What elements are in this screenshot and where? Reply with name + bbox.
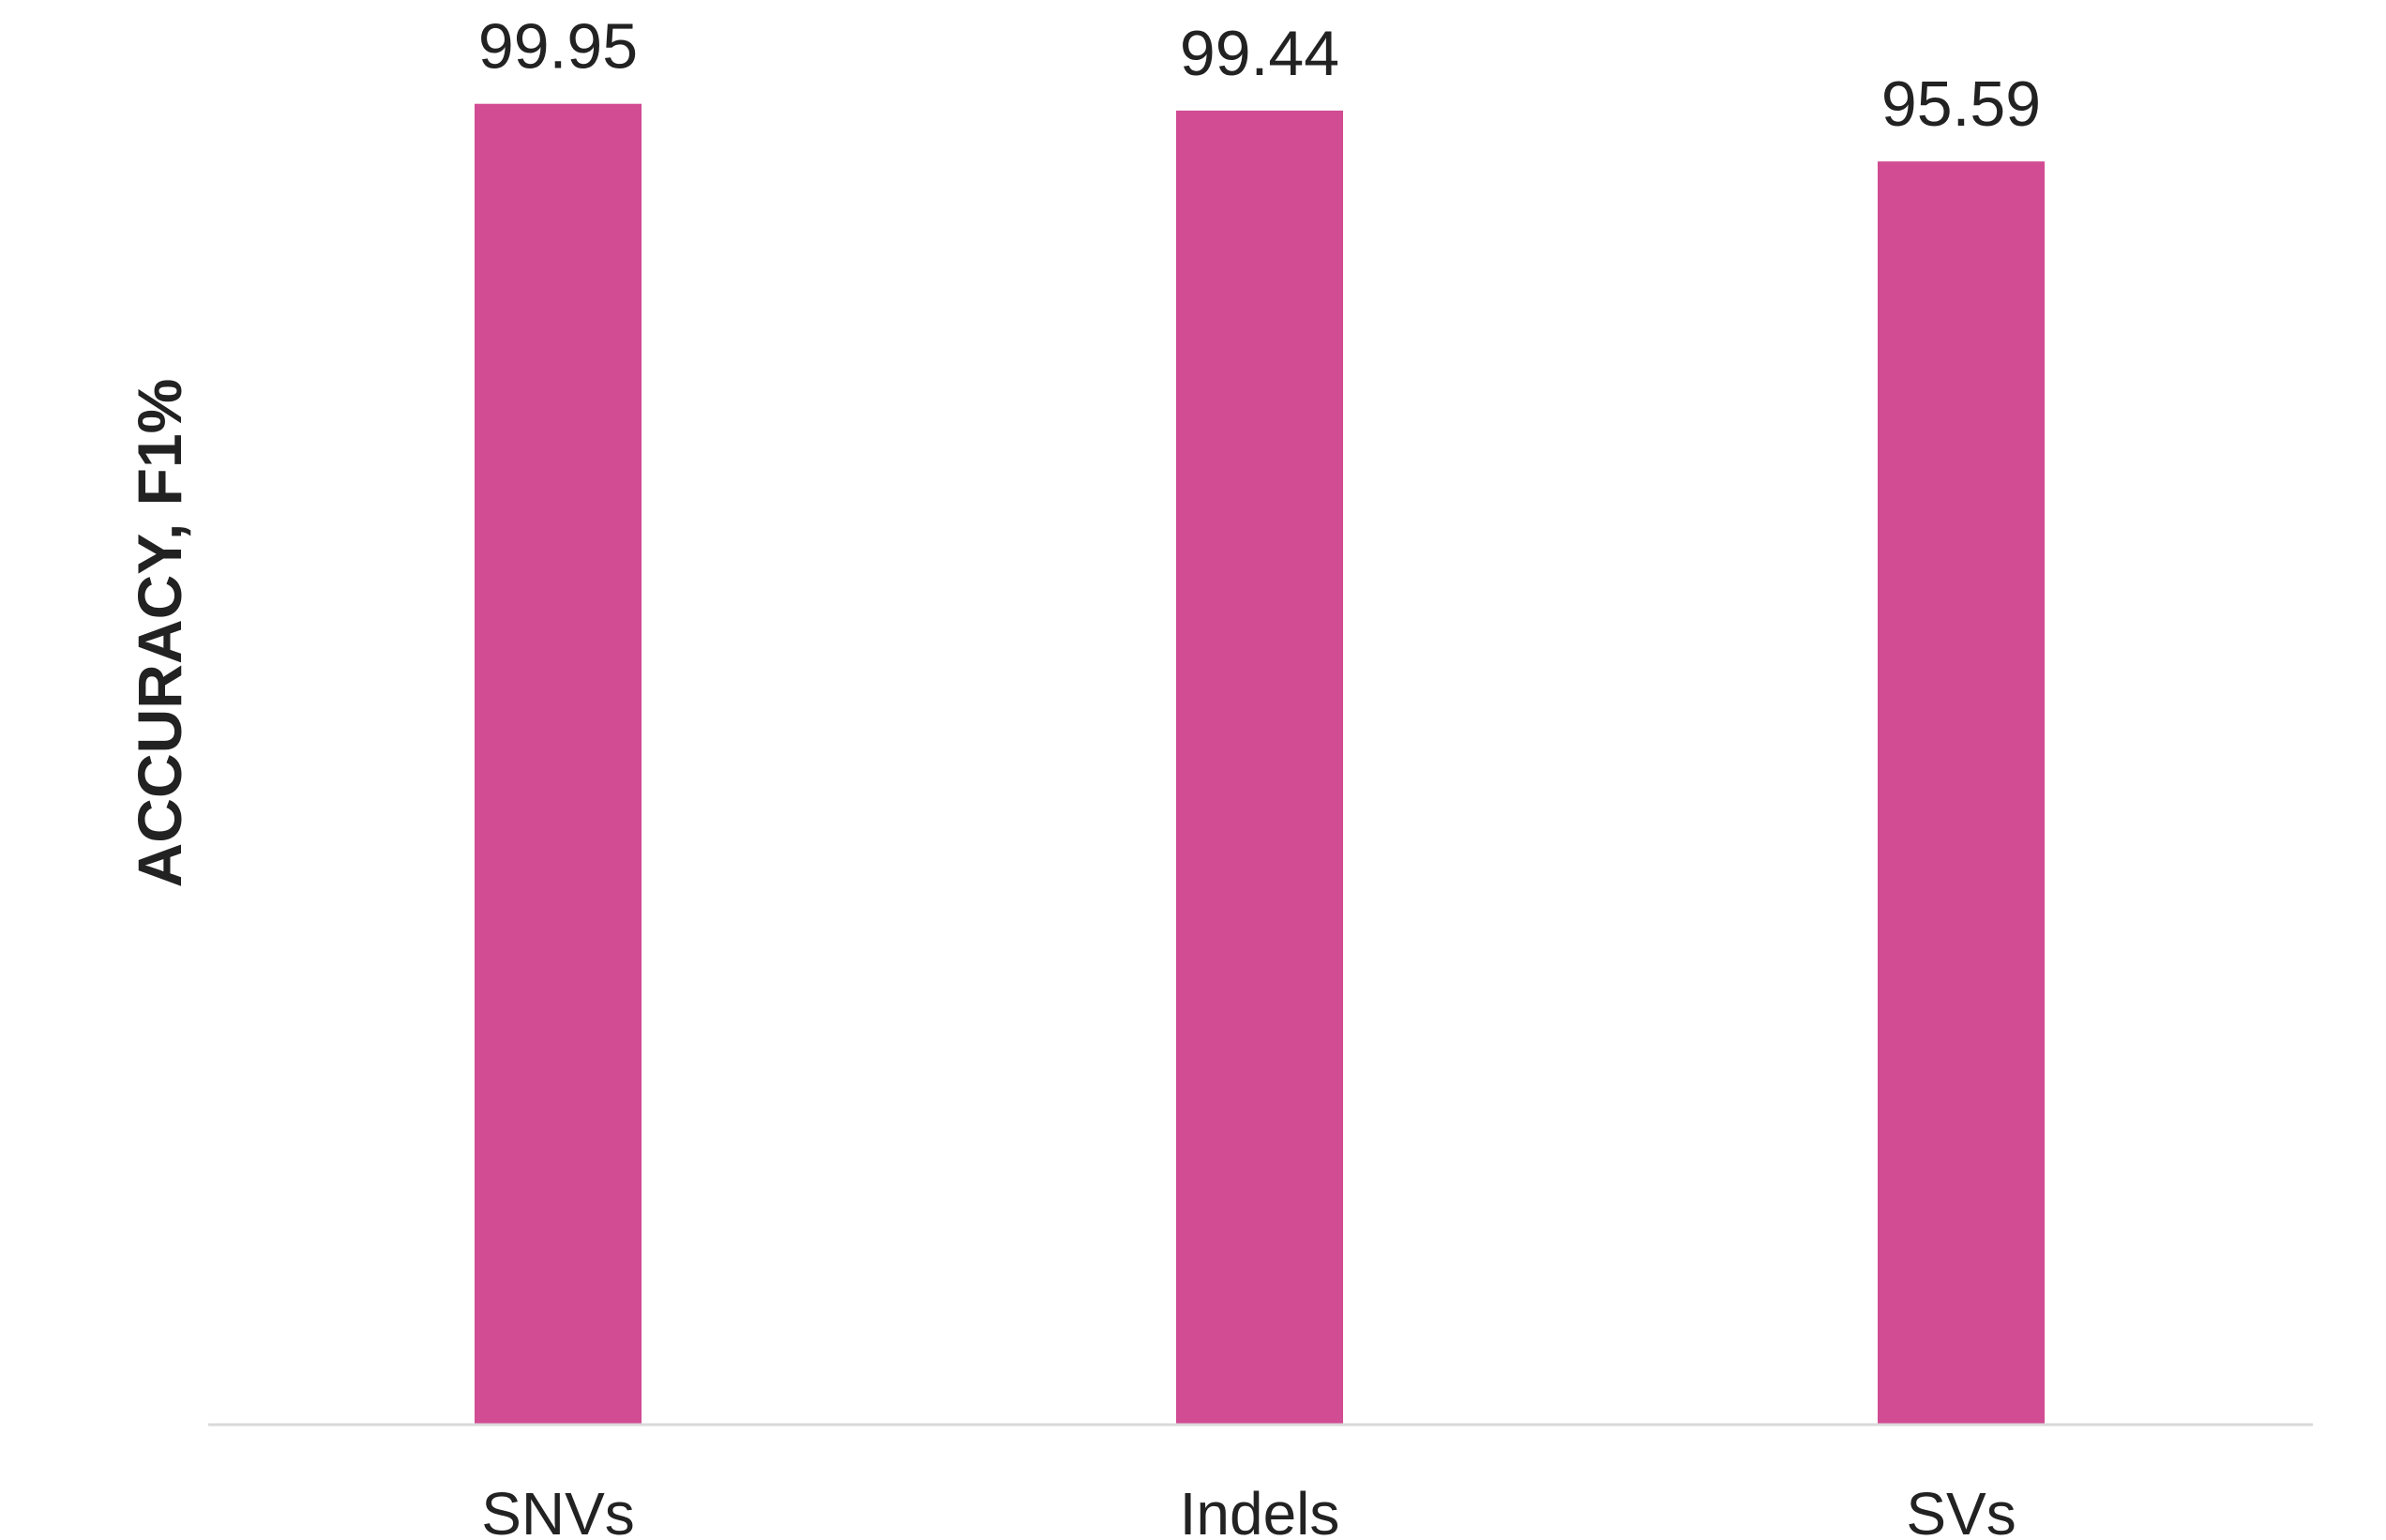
x-tick-label-svs: SVs	[1906, 1480, 2016, 1540]
bar-indels	[1176, 110, 1343, 1426]
data-labels-group: 99.95 99.44 95.59	[478, 11, 2041, 140]
data-label-snvs: 99.95	[478, 11, 638, 83]
bar-svs	[1878, 161, 2045, 1425]
x-tick-label-snvs: SNVs	[481, 1480, 635, 1540]
x-tick-label-indels: Indels	[1180, 1480, 1340, 1540]
data-label-svs: 95.59	[1881, 68, 2041, 140]
x-tick-labels-group: SNVs Indels SVs	[481, 1480, 2016, 1540]
data-label-indels: 99.44	[1180, 18, 1339, 89]
bars-group	[475, 103, 2045, 1426]
bar-snvs	[475, 103, 642, 1426]
y-axis-title: ACCURACY, F1%	[125, 379, 194, 888]
